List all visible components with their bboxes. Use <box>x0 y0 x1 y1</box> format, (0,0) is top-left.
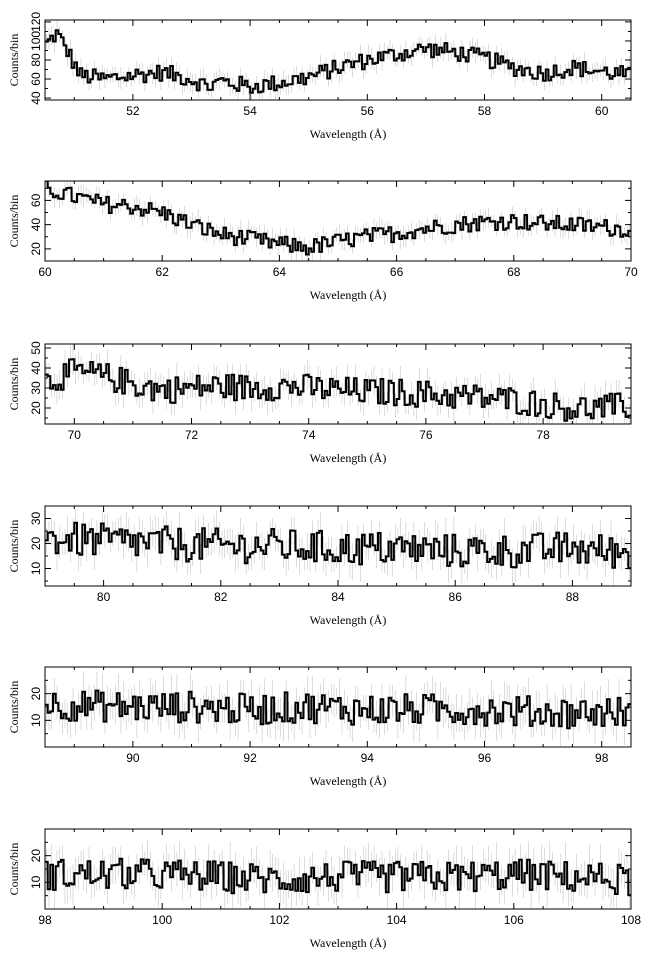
y-tick-label: 40 <box>29 361 43 375</box>
x-tick-label: 54 <box>243 104 257 118</box>
x-tick-label: 58 <box>478 104 492 118</box>
y-axis-label: Counts/bin <box>7 520 21 573</box>
y-tick-label: 30 <box>29 381 43 395</box>
x-axis-label: Wavelength (Å) <box>310 774 387 788</box>
error-bars <box>46 671 630 747</box>
y-tick-label: 10 <box>29 713 43 727</box>
y-tick-label: 100 <box>29 31 43 51</box>
spectrum-series <box>45 29 631 94</box>
x-tick-label: 60 <box>595 104 609 118</box>
x-tick-label: 74 <box>302 428 316 442</box>
x-axis-label: Wavelength (Å) <box>310 288 387 302</box>
x-axis-label: Wavelength (Å) <box>310 127 387 141</box>
y-tick-label: 120 <box>29 12 43 32</box>
y-tick-label: 20 <box>29 242 43 256</box>
x-tick-label: 82 <box>214 590 228 604</box>
x-tick-label: 98 <box>38 913 52 927</box>
x-tick-label: 106 <box>504 913 524 927</box>
x-tick-label: 102 <box>269 913 289 927</box>
y-tick-label: 10 <box>29 562 43 576</box>
spectrum-series <box>45 857 631 897</box>
x-tick-label: 88 <box>566 590 580 604</box>
x-tick-label: 98 <box>595 751 609 765</box>
x-tick-label: 72 <box>185 428 199 442</box>
x-tick-label: 76 <box>419 428 433 442</box>
y-tick-label: 20 <box>29 537 43 551</box>
spectrum-series <box>45 358 631 422</box>
x-axis-label: Wavelength (Å) <box>310 613 387 627</box>
panel-2: 60 62 64 66 68 70 20 40 60 Counts/bin Wavelength (… <box>7 180 638 302</box>
x-tick-label: 96 <box>478 751 492 765</box>
spectrum-series <box>45 181 631 256</box>
y-tick-label: 20 <box>29 687 43 701</box>
x-tick-label: 64 <box>273 265 287 279</box>
x-tick-label: 62 <box>156 265 170 279</box>
y-axis-label: Counts/bin <box>7 843 21 896</box>
x-tick-label: 66 <box>390 265 404 279</box>
y-tick-label: 50 <box>29 341 43 355</box>
panel-4: 80 82 84 86 88 10 20 30 Counts/bin Wavelength (Å) <box>7 505 632 627</box>
x-tick-label: 92 <box>243 751 257 765</box>
x-tick-label: 56 <box>361 104 375 118</box>
x-tick-label: 60 <box>38 265 52 279</box>
y-axis-label: Counts/bin <box>7 34 21 87</box>
plot-frame <box>44 19 632 101</box>
panel-6: 98 100 102 104 106 108 10 20 Counts/bin Wavelengt… <box>7 828 641 950</box>
spectrum-series <box>45 521 631 570</box>
x-axis-label: Wavelength (Å) <box>310 936 387 950</box>
x-tick-label: 78 <box>536 428 550 442</box>
x-tick-label: 100 <box>152 913 172 927</box>
x-tick-label: 70 <box>68 428 82 442</box>
y-axis-label: Counts/bin <box>7 358 21 411</box>
x-tick-label: 70 <box>624 265 638 279</box>
y-tick-label: 20 <box>29 401 43 415</box>
panel-3: 70 72 74 76 78 20 30 40 50 Counts/bin Wavelength (… <box>7 341 632 465</box>
x-tick-label: 80 <box>97 590 111 604</box>
y-tick-label: 80 <box>29 53 43 67</box>
x-tick-label: 84 <box>331 590 345 604</box>
x-tick-label: 108 <box>621 913 641 927</box>
error-bars <box>46 20 630 100</box>
x-tick-label: 94 <box>361 751 375 765</box>
x-tick-label: 86 <box>449 590 463 604</box>
x-axis-label: Wavelength (Å) <box>310 451 387 465</box>
y-tick-label: 60 <box>29 72 43 86</box>
x-tick-label: 104 <box>387 913 407 927</box>
y-tick-label: 40 <box>29 91 43 105</box>
spectrum-series <box>45 689 631 730</box>
y-tick-label: 20 <box>29 849 43 863</box>
y-axis-label: Counts/bin <box>7 195 21 248</box>
plot-frame <box>44 828 632 910</box>
y-tick-label: 60 <box>29 193 43 207</box>
x-tick-label: 90 <box>126 751 140 765</box>
x-tick-label: 52 <box>126 104 140 118</box>
y-tick-label: 40 <box>29 218 43 232</box>
panel-5: 90 92 94 96 98 10 20 Counts/bin Wavelength (Å) <box>7 666 632 788</box>
y-tick-label: 30 <box>29 512 43 526</box>
y-tick-label: 10 <box>29 875 43 889</box>
y-axis-label: Counts/bin <box>7 681 21 734</box>
x-tick-label: 68 <box>507 265 521 279</box>
